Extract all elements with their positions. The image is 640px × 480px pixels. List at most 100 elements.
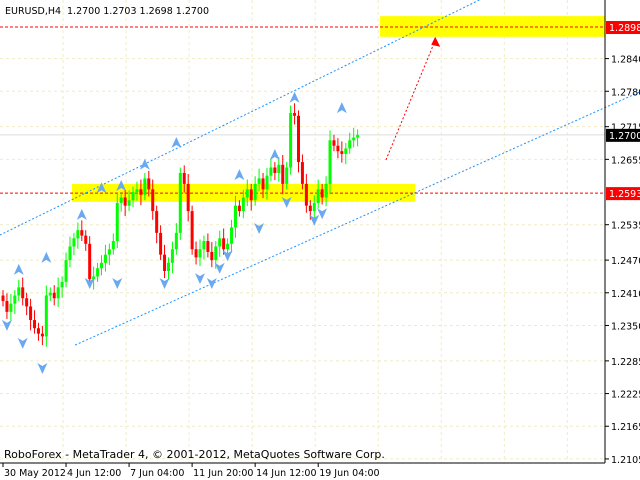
fractal-down-icon bbox=[317, 208, 328, 220]
candle-body bbox=[241, 197, 245, 212]
candle-body bbox=[13, 295, 17, 304]
fractal-up-icon bbox=[13, 263, 24, 275]
level-label-bg bbox=[606, 187, 640, 201]
candle-body bbox=[17, 287, 21, 296]
candle-body bbox=[336, 145, 340, 152]
candle-body bbox=[178, 172, 182, 233]
fractal-down-icon bbox=[112, 277, 123, 289]
candle-body bbox=[44, 295, 48, 337]
level-label: 1.2898 bbox=[609, 23, 640, 34]
price-tick-label: 1.2535 bbox=[611, 221, 640, 232]
fractal-up-icon bbox=[336, 102, 347, 114]
level-label: 1.2593 bbox=[609, 189, 640, 200]
channel-lines bbox=[0, 0, 640, 346]
candle-body bbox=[277, 164, 281, 173]
candle-body bbox=[214, 246, 218, 261]
candle-body bbox=[206, 241, 210, 252]
price-tick-label: 1.2470 bbox=[611, 256, 640, 267]
candle-body bbox=[127, 200, 131, 206]
candle-body bbox=[9, 303, 13, 312]
candle-body bbox=[103, 254, 107, 263]
fractal-down-icon bbox=[195, 273, 205, 285]
fractal-down-icon bbox=[214, 262, 225, 274]
level-label-bg bbox=[606, 21, 640, 34]
time-tick-label: 30 May 2012 bbox=[4, 468, 66, 479]
candle-body bbox=[340, 151, 344, 154]
candle-body bbox=[92, 276, 96, 280]
level-lines bbox=[0, 26, 605, 194]
price-axis: 1.2840 1.2780 1.2715 1.2655 1.2535 1.2470 1.24… bbox=[605, 21, 640, 466]
candle-body bbox=[155, 211, 159, 233]
current-price-label: 1.2700 bbox=[609, 131, 640, 142]
fractal-up-icon bbox=[41, 251, 52, 263]
candle-body bbox=[170, 249, 174, 263]
candle-body bbox=[273, 167, 277, 173]
candle-body bbox=[226, 243, 230, 250]
candle-body bbox=[281, 164, 285, 184]
fractal-down-icon bbox=[222, 250, 233, 262]
candle-body bbox=[269, 167, 273, 176]
candle-body bbox=[202, 241, 206, 250]
price-tick-label: 1.2410 bbox=[611, 289, 640, 300]
candle-body bbox=[131, 192, 135, 201]
channel-upper-line bbox=[0, 0, 480, 236]
candle-body bbox=[76, 230, 80, 239]
forecast-line bbox=[385, 42, 435, 161]
candle-body bbox=[163, 254, 167, 272]
candle-body bbox=[348, 140, 352, 149]
candle-body bbox=[308, 205, 312, 212]
channel-lower-line bbox=[74, 91, 640, 346]
price-tick-label: 1.2165 bbox=[611, 422, 640, 433]
candle-body bbox=[293, 113, 297, 116]
fractal-down-icon bbox=[254, 222, 265, 234]
candle-body bbox=[312, 202, 316, 212]
candle-body bbox=[285, 167, 289, 184]
fractal-up-icon bbox=[139, 158, 150, 170]
target-zone bbox=[380, 16, 605, 37]
price-tick-label: 1.2840 bbox=[611, 55, 640, 66]
candle-body bbox=[119, 197, 123, 203]
candle-body bbox=[356, 134, 360, 138]
fractal-down-icon bbox=[281, 196, 292, 208]
candle-body bbox=[190, 211, 194, 250]
candle-body bbox=[257, 178, 261, 184]
candle-body bbox=[324, 183, 328, 198]
candle-body bbox=[194, 249, 198, 258]
candle-body bbox=[33, 320, 37, 329]
fractal-up-icon bbox=[76, 208, 87, 220]
target-zones bbox=[71, 16, 605, 202]
candle-body bbox=[186, 183, 190, 212]
time-tick-label: 14 Jun 12:00 bbox=[256, 468, 316, 479]
fractal-down-icon bbox=[159, 277, 170, 289]
time-tick-label: 7 Jun 04:00 bbox=[130, 468, 184, 479]
fractal-down-icon bbox=[1, 319, 12, 331]
candle-body bbox=[166, 262, 170, 272]
candle-body bbox=[25, 298, 29, 307]
candle-body bbox=[147, 178, 151, 190]
candle-body bbox=[198, 249, 202, 258]
candle-body bbox=[230, 227, 234, 244]
chart-symbol: EURUSD,H4 bbox=[5, 6, 61, 17]
candle-body bbox=[29, 306, 33, 321]
candle-body bbox=[123, 197, 127, 206]
fractal-up-icon bbox=[116, 180, 127, 192]
price-tick-label: 1.2105 bbox=[611, 455, 640, 466]
candle-body bbox=[159, 232, 163, 255]
candle-body bbox=[320, 189, 324, 198]
price-tick-label: 1.2780 bbox=[611, 87, 640, 98]
fractal-down-icon bbox=[17, 337, 28, 349]
candle-body bbox=[237, 205, 241, 212]
candle-body bbox=[48, 292, 52, 296]
candle-body bbox=[21, 287, 25, 299]
fractal-arrows bbox=[1, 91, 347, 374]
candle-body bbox=[344, 148, 348, 154]
fractal-down-icon bbox=[309, 214, 320, 226]
price-tick-label: 1.2350 bbox=[611, 321, 640, 332]
time-axis: 30 May 2012 4 Jun 12:00 7 Jun 04:00 11 Jun … bbox=[2, 463, 380, 479]
candle-body bbox=[316, 189, 320, 203]
candle-body bbox=[107, 249, 111, 255]
candle-body bbox=[332, 140, 336, 146]
fractal-up-icon bbox=[289, 91, 300, 103]
price-tick-label: 1.2715 bbox=[611, 123, 640, 134]
